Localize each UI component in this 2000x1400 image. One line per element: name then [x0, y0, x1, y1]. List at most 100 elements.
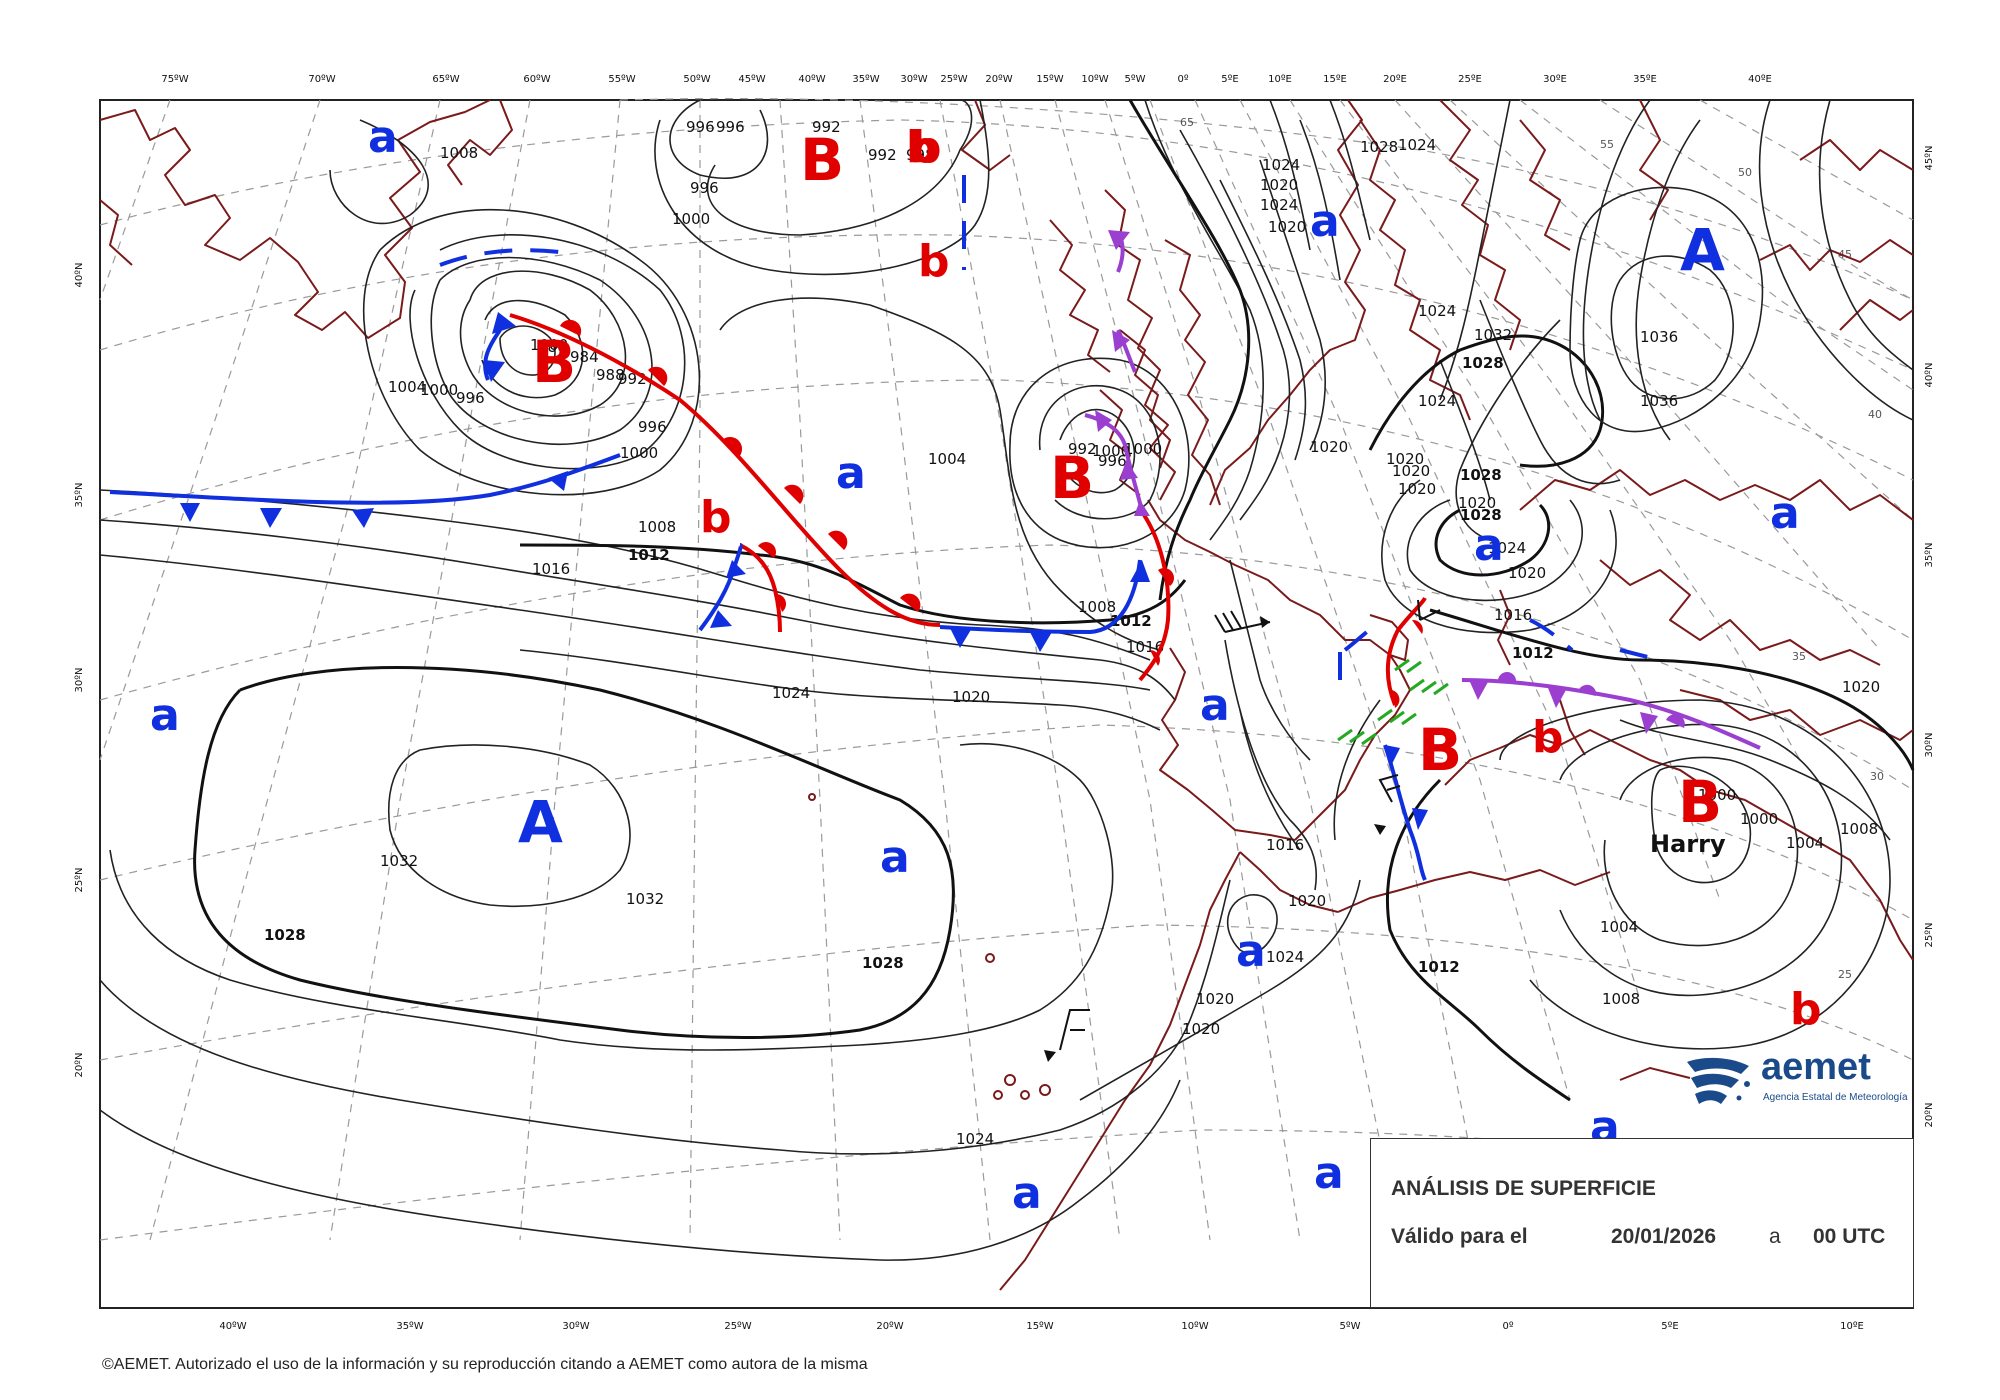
trough-med-3 [1529, 618, 1574, 652]
isobar-label: 1032 [380, 852, 418, 870]
left-latitude-ticks: 40ºN 35ºN 30ºN 25ºN 20ºN [74, 263, 85, 1078]
isobar-label: 1024 [772, 684, 810, 702]
isobar-label: 1028 [264, 926, 306, 944]
relative-low: b [700, 492, 732, 543]
isobar-label: 984 [570, 348, 599, 366]
cold-front-central [939, 559, 1142, 635]
isobar-label: 996 [456, 389, 485, 407]
coordinate-tick-label: 25ºW [724, 1321, 751, 1332]
isobar-label: 996 [1098, 452, 1127, 470]
isobar-label: 1000 [620, 444, 658, 462]
wind-barb-iberia [1378, 774, 1401, 803]
isobar-label: 1028 [1460, 506, 1502, 524]
isobar-label: 1020 [1842, 678, 1880, 696]
coordinate-tick-label: 20ºW [876, 1321, 903, 1332]
coordinate-tick-label: 35ºW [396, 1321, 423, 1332]
isobar-label: 1008 [440, 144, 478, 162]
graticule-label: 65 [1180, 116, 1194, 129]
isobar-label: 1004 [928, 450, 966, 468]
isobar-label: 1008 [638, 518, 676, 536]
isobar-label: 1008 [1602, 990, 1640, 1008]
coordinate-tick-label: 0º [1502, 1321, 1513, 1332]
wind-barb-portugal [1214, 610, 1271, 633]
isobar-label: 1024 [1418, 392, 1456, 410]
isobar-label: 1028 [1460, 466, 1502, 484]
valid-label: Válido para el [1391, 1225, 1528, 1248]
warm-front-iberia-2-semicircles [1392, 619, 1423, 708]
relative-high: a [1012, 1168, 1042, 1219]
coordinate-tick-label: 10ºW [1181, 1321, 1208, 1332]
high-center: A [518, 788, 563, 856]
isobar-label: 1012 [628, 546, 670, 564]
coordinate-tick-label: 70ºW [308, 74, 335, 85]
wind-barb-canary [1059, 1009, 1090, 1051]
low-center: B [800, 126, 844, 194]
coordinate-tick-label: 20ºN [74, 1053, 85, 1078]
coordinate-tick-label: 35ºW [852, 74, 879, 85]
relative-high: a [1310, 196, 1340, 247]
isobar-label: 1020 [1508, 564, 1546, 582]
isobar-label: 1000 [1698, 786, 1736, 804]
valid-time: 00 UTC [1813, 1225, 1886, 1248]
coordinate-tick-label: 10ºW [1081, 74, 1108, 85]
coordinate-tick-label: 30ºN [1924, 733, 1935, 758]
isobar-label: 1020 [1310, 438, 1348, 456]
coordinate-tick-label: 40ºN [74, 263, 85, 288]
isobar-label: 1020 [1182, 1020, 1220, 1038]
coordinate-tick-label: 20ºE [1383, 74, 1407, 85]
relative-low: b [1532, 712, 1564, 763]
isobar-label: 1000 [1740, 810, 1778, 828]
wind-barb-med [1417, 599, 1441, 621]
coordinate-tick-label: 5ºW [1340, 1321, 1361, 1332]
isobars [99, 99, 1915, 1261]
isobar-label: 1004 [1786, 834, 1824, 852]
isobar-label: 1024 [1266, 948, 1304, 966]
coordinate-tick-label: 45ºW [738, 74, 765, 85]
coordinate-tick-label: 75ºW [161, 74, 188, 85]
isobar-label: 1000 [1124, 440, 1162, 458]
isobar-label: 1020 [1288, 892, 1326, 910]
occluded-front-ireland-symbols [1095, 410, 1150, 516]
isobar-label: 996 [690, 179, 719, 197]
relative-high: a [836, 448, 866, 499]
isobar-label: 1024 [1260, 196, 1298, 214]
isobar-label: 1028 [1360, 138, 1398, 156]
coordinate-tick-label: 30ºW [562, 1321, 589, 1332]
low-center: B [532, 328, 576, 396]
isobar-label: 1020 [1398, 480, 1436, 498]
isobar-label: 1020 [1268, 218, 1306, 236]
coordinate-tick-label: 10ºE [1840, 1321, 1864, 1332]
isobar-label: 1024 [1398, 136, 1436, 154]
coordinate-tick-label: 55ºW [608, 74, 635, 85]
isobar-label: 980 [538, 338, 567, 356]
isobar-label: 1016 [532, 560, 570, 578]
relative-high: a [880, 832, 910, 883]
relative-low: b [906, 122, 938, 173]
relative-low: b [910, 122, 942, 173]
right-latitude-ticks: 45ºN 40ºN 35ºN 30ºN 25ºN 20ºN [1924, 146, 1935, 1128]
coordinate-tick-label: 30ºE [1543, 74, 1567, 85]
isobar-label: 1000 [530, 336, 568, 354]
isobar-label: 1016 [1266, 836, 1304, 854]
isobar-label: 1020 [1392, 462, 1430, 480]
warm-front-iberia-2 [1385, 596, 1427, 706]
convergence-markers [1337, 658, 1449, 746]
isobar-label: 1024 [1488, 539, 1526, 557]
coastlines [99, 99, 1914, 1291]
warm-front-iberia-semicircles [1150, 568, 1174, 666]
graticule-label: 55 [1600, 138, 1614, 151]
logo-subtitle: Agencia Estatal de Meteorología [1763, 1092, 1908, 1103]
logo-mark-icon [1687, 1057, 1750, 1104]
map-title: ANÁLISIS DE SUPERFICIE [1391, 1177, 1656, 1200]
relative-low: b [918, 236, 950, 287]
high-center: A [1680, 216, 1725, 284]
coordinate-tick-label: 35ºN [1924, 543, 1935, 568]
isobar-label: 1000 [420, 381, 458, 399]
valid-connector: a [1769, 1225, 1781, 1248]
cold-front-iberia [1383, 744, 1427, 881]
low-center: B [1050, 444, 1094, 512]
isobar-label: 1020 [1386, 450, 1424, 468]
coordinate-tick-label: 40ºW [219, 1321, 246, 1332]
isobar-label: 1032 [1474, 326, 1512, 344]
isobar-label: 1016 [1494, 606, 1532, 624]
